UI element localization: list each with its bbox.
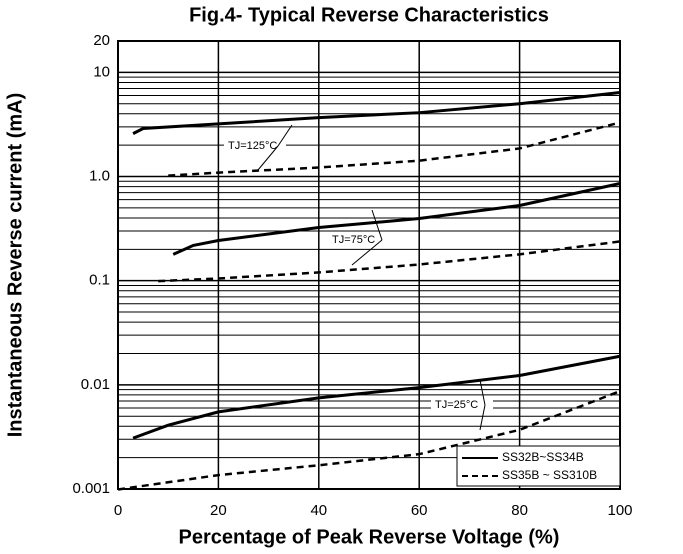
- annotation-arrow: [257, 145, 279, 171]
- curve: [132, 354, 621, 440]
- x-tick-label: 20: [210, 502, 227, 519]
- annotation: TJ=25°C: [435, 399, 478, 411]
- y-tick-label: 10: [93, 63, 110, 80]
- x-tick-label: 80: [511, 502, 528, 519]
- annotation: TJ=75°C: [332, 234, 375, 246]
- annotation-box: [328, 232, 390, 248]
- y-tick-label: 0.1: [89, 272, 110, 289]
- annotation-arrow: [479, 404, 486, 431]
- y-tick-label: 1.0: [89, 167, 110, 184]
- y-tick-label: 0.01: [81, 376, 110, 393]
- annotation-arrow: [277, 124, 293, 147]
- chart-title: Fig.4- Typical Reverse Characteristics: [189, 4, 549, 26]
- x-tick-label: 100: [607, 502, 632, 519]
- y-axis-label: Instantaneous Reverse current (mA): [4, 93, 26, 438]
- annotation-arrow: [479, 379, 486, 406]
- curve: [117, 389, 621, 491]
- x-tick-label: 40: [310, 502, 327, 519]
- curve: [158, 240, 621, 283]
- legend-label: SS35B ~ SS310B: [502, 468, 597, 482]
- curve: [172, 182, 621, 256]
- plot-frame: [117, 40, 621, 490]
- annotation-arrow: [371, 209, 383, 241]
- y-tick-label: 20: [93, 32, 110, 49]
- annotation-box: [431, 397, 493, 413]
- annotation-arrow: [351, 239, 383, 266]
- annotation-box: [224, 138, 286, 154]
- x-axis-label: Percentage of Peak Reverse Voltage (%): [179, 526, 560, 548]
- annotation: TJ=125°C: [228, 140, 277, 152]
- curve: [132, 91, 621, 135]
- legend-label: SS32B~SS34B: [502, 450, 584, 464]
- x-tick-label: 60: [411, 502, 428, 519]
- legend-box: [456, 445, 621, 487]
- y-tick-label: 0.001: [72, 480, 110, 497]
- curve: [168, 121, 621, 177]
- x-tick-label: 0: [114, 502, 122, 519]
